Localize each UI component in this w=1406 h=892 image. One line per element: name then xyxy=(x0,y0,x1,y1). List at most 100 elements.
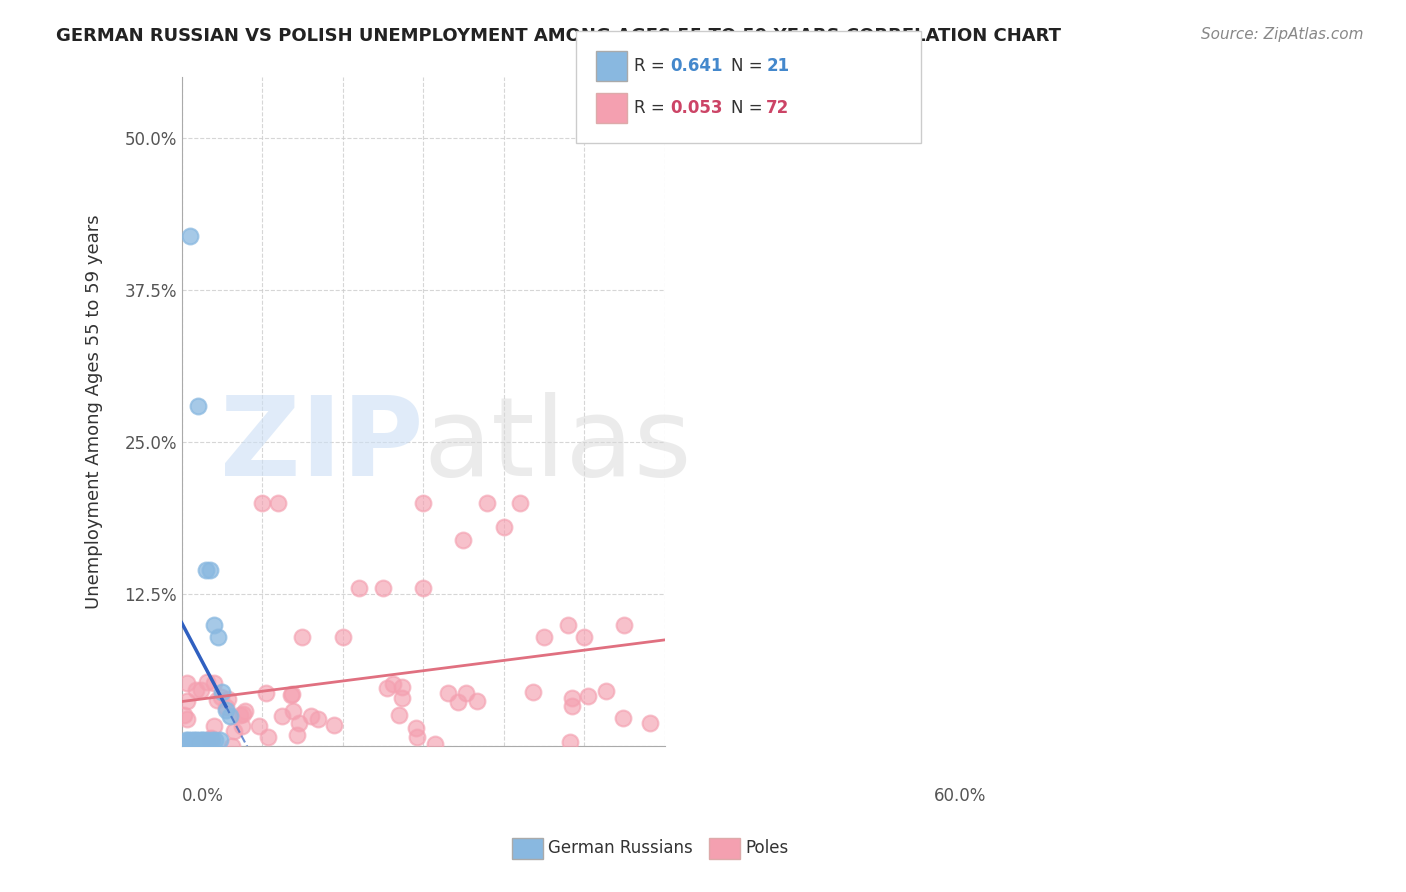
Point xyxy=(221,739,243,754)
Point xyxy=(184,733,207,747)
Point xyxy=(447,695,470,709)
Text: atlas: atlas xyxy=(423,392,692,499)
Point xyxy=(267,496,290,510)
Point xyxy=(205,693,228,707)
Point xyxy=(423,737,446,751)
Point xyxy=(254,686,277,700)
Point xyxy=(280,688,302,702)
Point xyxy=(283,705,305,719)
Text: 0.053: 0.053 xyxy=(671,99,723,117)
Point xyxy=(405,721,427,735)
Text: 60.0%: 60.0% xyxy=(934,787,987,805)
Point xyxy=(613,617,636,632)
Text: N =: N = xyxy=(731,57,768,75)
Point xyxy=(557,617,579,632)
Point xyxy=(177,733,200,747)
Text: 0.641: 0.641 xyxy=(671,57,723,75)
Point xyxy=(174,733,197,747)
Point xyxy=(209,733,232,747)
Point xyxy=(183,733,205,747)
Point xyxy=(412,582,434,596)
Point xyxy=(233,704,256,718)
Point xyxy=(382,676,405,690)
Point xyxy=(190,682,212,697)
Point xyxy=(179,776,201,790)
Point xyxy=(231,719,253,733)
Point xyxy=(453,533,475,547)
Y-axis label: Unemployment Among Ages 55 to 59 years: Unemployment Among Ages 55 to 59 years xyxy=(86,215,103,609)
Point xyxy=(595,684,617,698)
Point xyxy=(285,728,308,742)
Point xyxy=(308,712,330,726)
Point xyxy=(211,684,233,698)
Point xyxy=(198,563,221,577)
Point xyxy=(229,707,252,722)
Point xyxy=(299,709,322,723)
Point xyxy=(412,496,434,510)
Point xyxy=(322,717,344,731)
Point xyxy=(492,520,515,534)
Point xyxy=(201,733,224,747)
Point xyxy=(207,630,229,644)
Point xyxy=(184,683,207,698)
Point xyxy=(509,496,531,510)
Text: Poles: Poles xyxy=(745,839,789,857)
Point xyxy=(477,496,499,510)
Text: R =: R = xyxy=(634,57,671,75)
Point xyxy=(176,676,198,690)
Point xyxy=(456,686,478,700)
Text: German Russians: German Russians xyxy=(548,839,693,857)
Point xyxy=(200,731,222,745)
Point xyxy=(179,228,201,243)
Point xyxy=(388,707,411,722)
Point xyxy=(375,681,398,695)
Point xyxy=(188,733,211,747)
Point xyxy=(522,685,544,699)
Point xyxy=(257,731,280,745)
Text: ZIP: ZIP xyxy=(219,392,423,499)
Point xyxy=(572,630,595,644)
Point xyxy=(173,708,195,723)
Point xyxy=(190,733,212,747)
Text: 0.0%: 0.0% xyxy=(181,787,224,805)
Point xyxy=(195,733,218,747)
Point xyxy=(288,716,311,731)
Point xyxy=(291,630,314,644)
Point xyxy=(176,694,198,708)
Point xyxy=(281,687,304,701)
Text: GERMAN RUSSIAN VS POLISH UNEMPLOYMENT AMONG AGES 55 TO 59 YEARS CORRELATION CHAR: GERMAN RUSSIAN VS POLISH UNEMPLOYMENT AM… xyxy=(56,27,1062,45)
Point xyxy=(558,735,581,749)
Point xyxy=(176,712,198,726)
Point xyxy=(174,770,197,784)
Point xyxy=(219,709,242,723)
Point xyxy=(217,692,239,706)
Text: 72: 72 xyxy=(766,99,790,117)
Point xyxy=(271,708,294,723)
Point xyxy=(612,711,634,725)
Point xyxy=(204,733,226,747)
Point xyxy=(232,706,254,721)
Point xyxy=(193,733,215,747)
Point xyxy=(202,675,225,690)
Point xyxy=(391,691,413,706)
Point xyxy=(214,699,236,714)
Point xyxy=(391,680,413,694)
Point xyxy=(467,694,489,708)
Point xyxy=(561,699,583,714)
Text: N =: N = xyxy=(731,99,768,117)
Text: Source: ZipAtlas.com: Source: ZipAtlas.com xyxy=(1201,27,1364,42)
Text: 21: 21 xyxy=(766,57,789,75)
Point xyxy=(250,496,273,510)
Point xyxy=(371,582,394,596)
Point xyxy=(187,399,209,413)
Point xyxy=(561,690,583,705)
Point xyxy=(195,674,218,689)
Point xyxy=(180,733,202,747)
Point xyxy=(215,703,238,717)
Point xyxy=(347,582,370,596)
Point xyxy=(200,733,222,747)
Point xyxy=(202,719,225,733)
Point xyxy=(209,690,232,704)
Point xyxy=(533,630,555,644)
Point xyxy=(247,719,270,733)
